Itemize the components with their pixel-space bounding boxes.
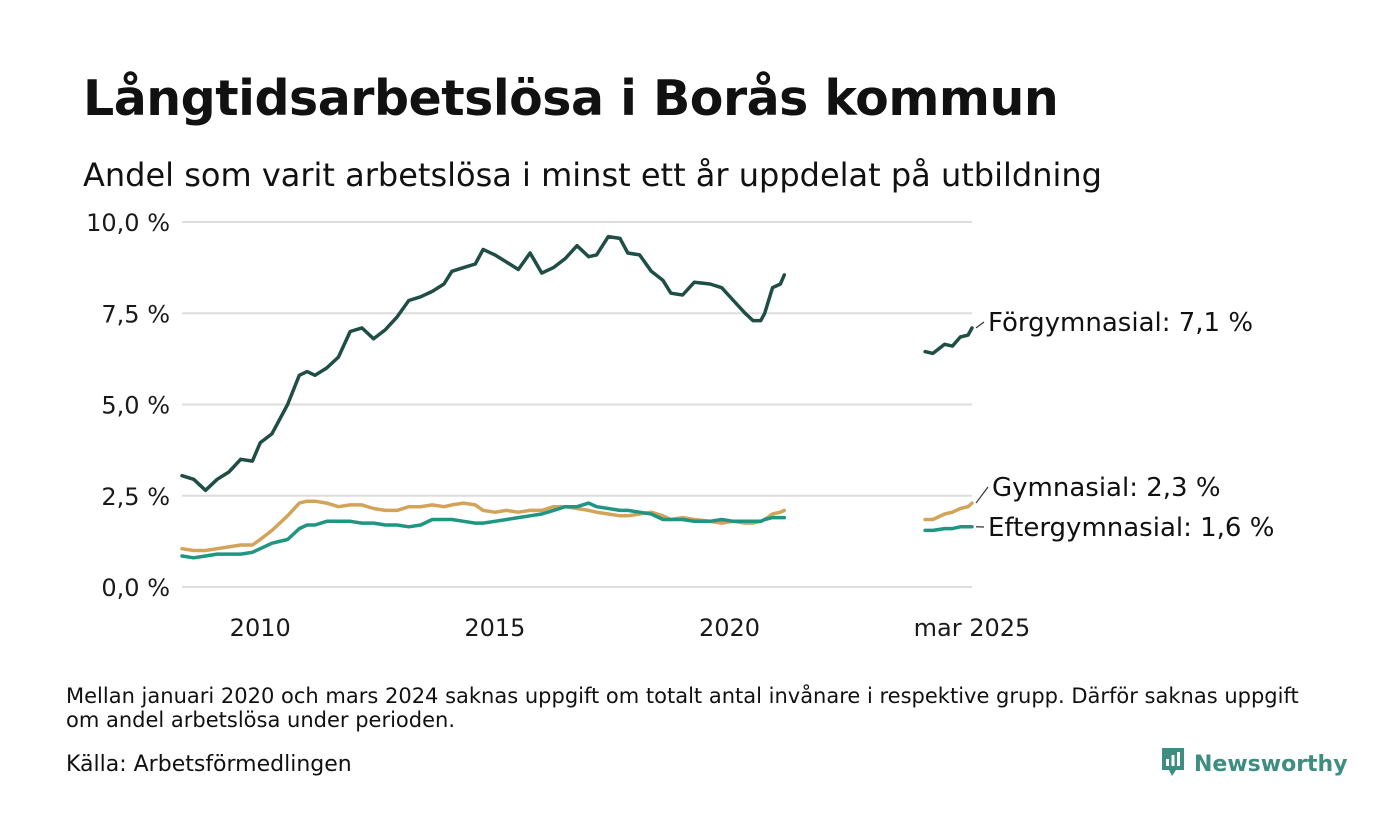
y-tick-label: 2,5 %	[101, 483, 170, 511]
brand[interactable]: Newsworthy	[1160, 746, 1348, 782]
y-tick-label: 0,0 %	[101, 574, 170, 602]
series-end-labels: Förgymnasial: 7,1 % Gymnasial: 2,3 % Efter…	[975, 308, 1274, 543]
source-text: Källa: Arbetsförmedlingen	[66, 752, 352, 777]
x-tick-label: 2010	[230, 614, 291, 642]
series-line-förgymnasial	[180, 234, 787, 493]
series-line-eftergymnasial	[180, 501, 787, 560]
series-line-förgymnasial	[923, 326, 974, 356]
grid-lines	[182, 221, 972, 588]
series-line-eftergymnasial	[923, 525, 974, 533]
label-leader-line	[975, 486, 989, 504]
footnote: Mellan januari 2020 och mars 2024 saknas…	[66, 684, 1299, 732]
chart-subtitle: Andel som varit arbetslösa i minst ett å…	[83, 156, 1102, 194]
x-tick-label: mar 2025	[914, 614, 1031, 642]
series-label-förgymnasial: Förgymnasial: 7,1 %	[988, 308, 1253, 338]
label-leader-line	[975, 321, 985, 329]
newsworthy-logo-icon	[1160, 746, 1186, 782]
x-axis-labels: 2010 2015 2020 mar 2025	[230, 614, 1031, 642]
line-chart: 0,0 % 2,5 % 5,0 % 7,5 % 10,0 % 2010 2015 2020 m…	[86, 209, 1274, 642]
y-tick-label: 7,5 %	[101, 300, 170, 328]
y-tick-label: 10,0 %	[86, 209, 170, 237]
y-tick-label: 5,0 %	[101, 392, 170, 420]
series-lines	[180, 234, 974, 560]
brand-name: Newsworthy	[1194, 751, 1348, 777]
x-tick-label: 2020	[699, 614, 760, 642]
series-label-gymnasial: Gymnasial: 2,3 %	[992, 473, 1221, 503]
series-line-gymnasial	[923, 501, 974, 522]
series-label-eftergymnasial: Eftergymnasial: 1,6 %	[988, 513, 1274, 543]
x-tick-label: 2015	[464, 614, 525, 642]
y-axis-labels: 0,0 % 2,5 % 5,0 % 7,5 % 10,0 %	[86, 209, 170, 602]
chart-title: Långtidsarbetslösa i Borås kommun	[83, 70, 1059, 127]
